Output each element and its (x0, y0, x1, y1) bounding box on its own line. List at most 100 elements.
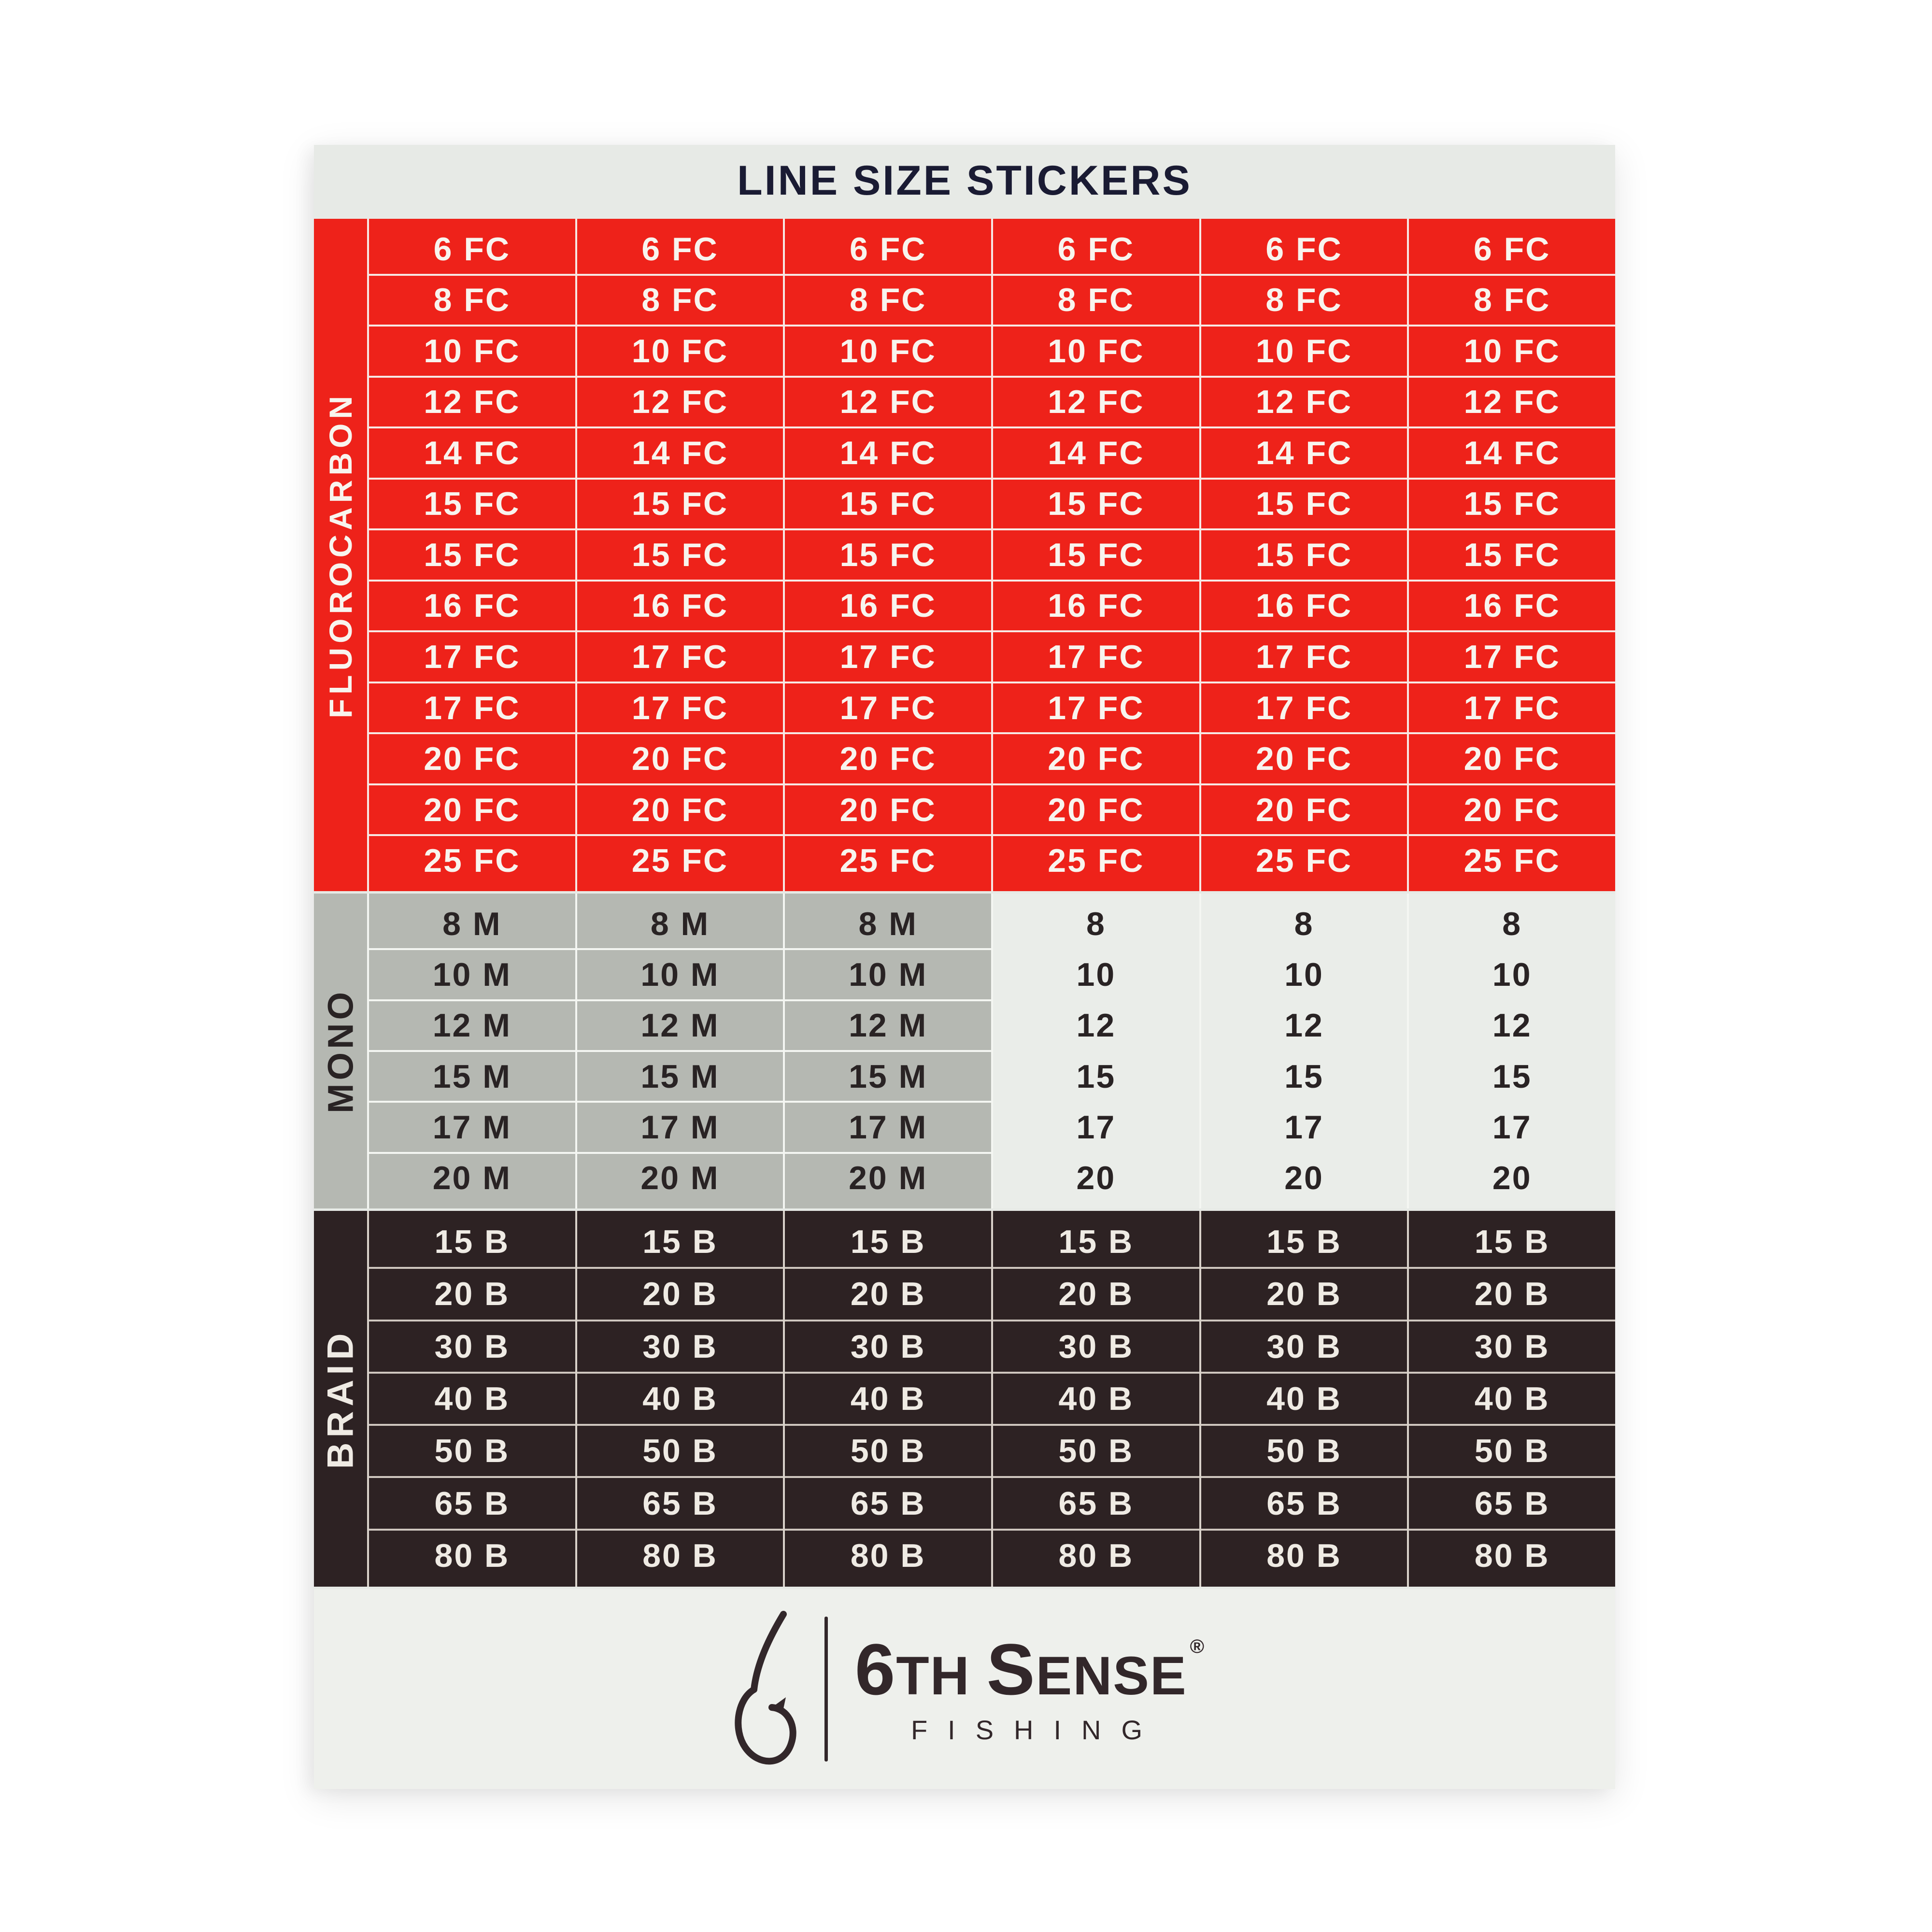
fluorocarbon-sticker: 6 FC (641, 230, 719, 268)
braid-column: 15 B 20 B 30 B 40 B 50 B 65 B 80 B (785, 1211, 992, 1587)
mono-sticker: 20 (1492, 1160, 1532, 1197)
mono-sticker: 20 M (369, 1151, 575, 1203)
braid-sticker: 30 B (577, 1319, 783, 1372)
braid-sticker: 40 B (577, 1371, 783, 1424)
brand-footer: 6TH SENSE ® FISHING (314, 1589, 1615, 1789)
braid-sticker: 80 B (993, 1528, 1199, 1581)
brand-lockup: 6TH SENSE ® FISHING (855, 1633, 1204, 1746)
mono-sticker: 17 M (369, 1101, 575, 1151)
fluorocarbon-sticker: 15 FC (785, 528, 992, 580)
braid-sticker: 50 B (993, 1424, 1199, 1476)
fluorocarbon-sticker: 6 FC (1474, 230, 1551, 268)
mono-column: 8 M 10 M 12 M 15 M 17 M 20 M (369, 894, 575, 1208)
mono-sticker: 8 M (858, 905, 918, 942)
fluorocarbon-sticker: 17 FC (785, 681, 992, 733)
fluorocarbon-sticker: 20 FC (577, 732, 783, 783)
braid-sticker: 15 B (1058, 1223, 1134, 1261)
fluorocarbon-sticker: 12 FC (993, 375, 1199, 427)
fluorocarbon-sticker: 12 FC (577, 375, 783, 427)
mono-sticker: 10 (1284, 956, 1324, 993)
braid-sticker: 15 B (434, 1223, 510, 1261)
braid-sticker: 15 B (1474, 1223, 1550, 1261)
fluorocarbon-sticker: 15 FC (785, 477, 992, 529)
fluorocarbon-sticker: 25 FC (1409, 834, 1616, 885)
mono-sticker: 15 (1076, 1058, 1116, 1095)
mono-sidebar: MONO (314, 894, 367, 1208)
mono-sticker: 10 (1076, 956, 1116, 993)
mono-column: 8 10 12 15 17 20 (1409, 894, 1616, 1208)
mono-sticker: 17 (1076, 1108, 1116, 1146)
mono-column: 8 M 10 M 12 M 15 M 17 M 20 M (577, 894, 783, 1208)
section-braid: BRAID 15 B 20 B 30 B 40 B 50 B 65 B 80 B 15 B 20… (314, 1211, 1616, 1587)
braid-sticker: 65 B (1409, 1476, 1616, 1528)
brand-th: TH (896, 1645, 970, 1706)
mono-sticker: 20 (1076, 1160, 1116, 1197)
braid-sticker: 80 B (577, 1528, 783, 1581)
fluorocarbon-sticker: 10 FC (1201, 325, 1407, 376)
brand-subtitle: FISHING (910, 1714, 1163, 1745)
mono-sticker: 12 M (577, 999, 783, 1050)
mono-sticker: 8 (1294, 905, 1314, 942)
braid-sticker: 20 B (577, 1267, 783, 1319)
fluorocarbon-column: 6 FC 8 FC 10 FC 12 FC 14 FC 15 FC 15 FC 16 FC 17… (785, 219, 992, 891)
fluorocarbon-sticker: 20 FC (369, 783, 575, 835)
mono-sticker: 15 M (369, 1050, 575, 1101)
fluorocarbon-sticker: 16 FC (993, 579, 1199, 631)
fluorocarbon-sticker: 12 FC (785, 375, 992, 427)
mono-sticker: 12 (1284, 1007, 1324, 1044)
fluorocarbon-sticker: 8 FC (785, 273, 992, 325)
braid-column: 15 B 20 B 30 B 40 B 50 B 65 B 80 B (993, 1211, 1199, 1587)
braid-sticker: 65 B (993, 1476, 1199, 1528)
fluorocarbon-sticker: 20 FC (1409, 783, 1616, 835)
fluorocarbon-sticker: 12 FC (369, 375, 575, 427)
braid-sticker: 40 B (1201, 1371, 1407, 1424)
mono-sticker: 12 (1076, 1007, 1116, 1044)
fluorocarbon-sticker: 15 FC (577, 477, 783, 529)
mono-sticker: 8 (1502, 905, 1522, 942)
mono-sticker: 10 M (785, 948, 992, 999)
fluorocarbon-sticker: 16 FC (1409, 579, 1616, 631)
fluorocarbon-sticker: 10 FC (1409, 325, 1616, 376)
fluorocarbon-sticker: 15 FC (369, 477, 575, 529)
mono-sticker: 17 (1492, 1108, 1532, 1146)
fluorocarbon-sticker: 15 FC (577, 528, 783, 580)
fluorocarbon-sticker: 20 FC (577, 783, 783, 835)
sticker-sheet: LINE SIZE STICKERS FLUOROCARBON 6 FC 8 FC… (314, 145, 1616, 1789)
fluorocarbon-sidebar: FLUOROCARBON (314, 219, 367, 891)
fluorocarbon-sticker: 20 FC (993, 783, 1199, 835)
registered-mark: ® (1190, 1635, 1205, 1657)
mono-sticker: 17 M (577, 1101, 783, 1151)
mono-sticker: 12 (1492, 1007, 1532, 1044)
fluorocarbon-sticker: 6 FC (1265, 230, 1343, 268)
braid-sticker: 65 B (369, 1476, 575, 1528)
fluorocarbon-sticker: 14 FC (785, 426, 992, 478)
fluorocarbon-sticker: 17 FC (785, 630, 992, 682)
braid-column: 15 B 20 B 30 B 40 B 50 B 65 B 80 B (369, 1211, 575, 1587)
braid-column: 15 B 20 B 30 B 40 B 50 B 65 B 80 B (1409, 1211, 1616, 1587)
mono-column: 8 M 10 M 12 M 15 M 17 M 20 M (785, 894, 992, 1208)
fluorocarbon-sticker: 6 FC (1057, 230, 1135, 268)
sheet-header: LINE SIZE STICKERS (314, 145, 1615, 216)
mono-sticker: 8 M (442, 905, 502, 942)
braid-sticker: 65 B (785, 1476, 992, 1528)
fluorocarbon-sticker: 14 FC (369, 426, 575, 478)
fluorocarbon-sticker: 20 FC (369, 732, 575, 783)
mono-sticker: 15 (1284, 1058, 1324, 1095)
fluorocarbon-column: 6 FC 8 FC 10 FC 12 FC 14 FC 15 FC 15 FC 16 FC 17… (369, 219, 575, 891)
braid-sticker: 30 B (1201, 1319, 1407, 1372)
fluorocarbon-sticker: 15 FC (993, 477, 1199, 529)
fluorocarbon-sticker: 15 FC (1201, 528, 1407, 580)
braid-sticker: 20 B (785, 1267, 992, 1319)
fluorocarbon-sticker: 16 FC (785, 579, 992, 631)
brand-name: 6TH SENSE ® (855, 1633, 1204, 1705)
mono-sticker: 15 M (785, 1050, 992, 1101)
fluorocarbon-sticker: 17 FC (1409, 630, 1616, 682)
mono-sticker: 15 M (577, 1050, 783, 1101)
fluorocarbon-sticker: 20 FC (1201, 732, 1407, 783)
fluorocarbon-sticker: 15 FC (993, 528, 1199, 580)
braid-sticker: 80 B (785, 1528, 992, 1581)
fluorocarbon-sticker: 15 FC (1409, 477, 1616, 529)
mono-sticker: 15 (1492, 1058, 1532, 1095)
